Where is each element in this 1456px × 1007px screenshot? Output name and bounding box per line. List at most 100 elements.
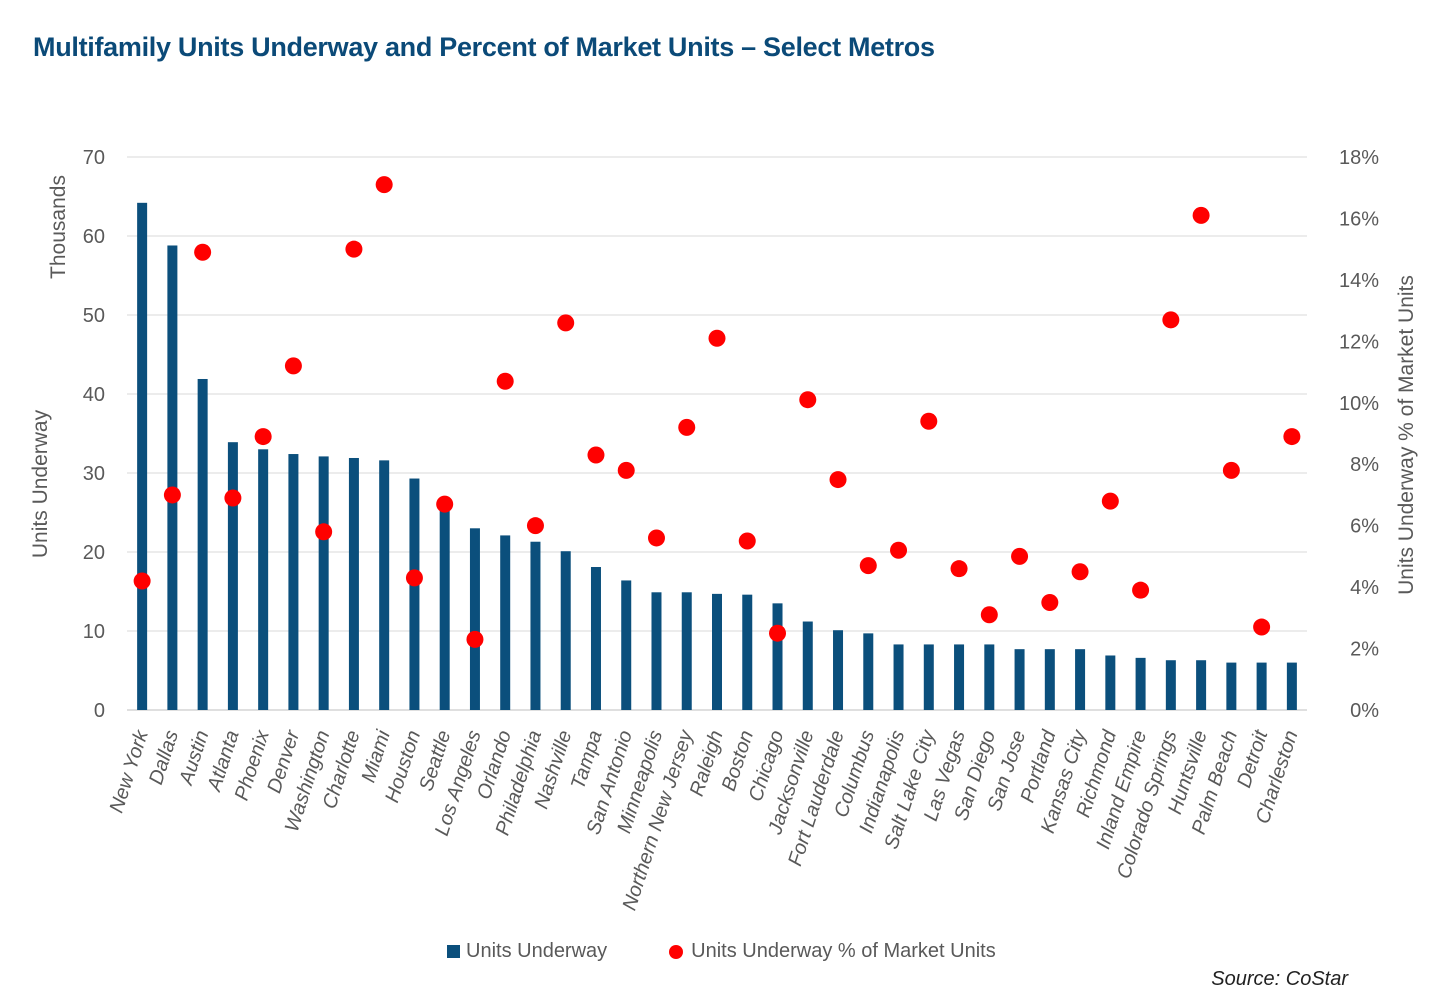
right-tick-label: 6% [1350, 516, 1379, 538]
data-point [678, 418, 696, 436]
data-point [1071, 563, 1089, 581]
left-tick-label: 10 [83, 621, 105, 643]
bar [1044, 649, 1055, 710]
right-tick-label: 8% [1350, 454, 1379, 476]
bar [742, 594, 753, 710]
right-tick-label: 2% [1350, 639, 1379, 661]
bar [1226, 662, 1237, 710]
left-tick-label: 0 [94, 700, 105, 722]
data-point [315, 523, 333, 541]
data-point [194, 243, 212, 261]
bar [923, 644, 934, 710]
left-tick-label: 30 [83, 463, 105, 485]
data-point [647, 529, 665, 547]
right-tick-label: 18% [1339, 147, 1379, 169]
bar [167, 245, 178, 711]
data-point [466, 630, 484, 648]
chart-title: Multifamily Units Underway and Percent o… [33, 32, 935, 62]
data-point [1132, 581, 1150, 599]
data-point [375, 176, 393, 194]
right-axis-ticks: 0% 2% 4% 6% 8% 10% 12% 14% 16% 18% [1339, 147, 1379, 722]
data-point [738, 532, 756, 550]
x-axis-labels: New YorkDallasAustinAtlantaPhoenixDenver… [106, 726, 1303, 913]
bar [1196, 660, 1207, 710]
data-point [496, 372, 514, 390]
data-point [405, 569, 423, 587]
data-point [557, 314, 575, 332]
bar [984, 644, 995, 710]
data-point [1192, 206, 1210, 224]
bar [863, 633, 874, 710]
bar [1165, 660, 1176, 710]
left-tick-label: 20 [83, 542, 105, 564]
bar [1256, 662, 1267, 710]
legend-bar-swatch [447, 945, 460, 958]
x-tick-label: New York [106, 727, 154, 816]
bar [379, 460, 390, 710]
data-point [859, 557, 877, 575]
data-point [1283, 428, 1301, 446]
bar [651, 592, 662, 710]
right-tick-label: 12% [1339, 331, 1379, 353]
data-point [436, 495, 454, 513]
bar [681, 592, 692, 710]
data-point [617, 461, 635, 479]
bar [772, 603, 783, 710]
bar [137, 202, 148, 710]
data-point [799, 391, 817, 409]
right-tick-label: 14% [1339, 270, 1379, 292]
bar [227, 442, 238, 710]
right-tick-label: 10% [1339, 393, 1379, 415]
data-point [224, 489, 242, 507]
bar [500, 535, 511, 710]
data-point [920, 412, 938, 430]
data-point [980, 606, 998, 624]
legend-dot-swatch [669, 944, 684, 959]
bar [1014, 649, 1025, 710]
data-point [526, 517, 544, 535]
bar [288, 454, 299, 710]
data-point [345, 240, 363, 258]
bar [833, 630, 844, 710]
data-point [1041, 593, 1059, 611]
bar [954, 644, 965, 710]
left-tick-label: 70 [83, 147, 105, 169]
left-tick-label: 60 [83, 226, 105, 248]
bar [469, 528, 480, 710]
legend-bar-label: Units Underway [466, 940, 608, 962]
bar [1286, 662, 1297, 710]
source-note: Source: CoStar [1211, 968, 1348, 990]
dot-series [133, 176, 1301, 648]
left-tick-label: 40 [83, 384, 105, 406]
bar [197, 378, 208, 710]
bar [893, 644, 904, 710]
data-point [769, 624, 787, 642]
bar [1075, 649, 1086, 710]
data-point [284, 357, 302, 375]
data-point [133, 572, 151, 590]
bar [802, 621, 813, 710]
bar [1135, 657, 1146, 710]
left-tick-label: 50 [83, 305, 105, 327]
data-point [890, 541, 908, 559]
bar [318, 456, 329, 710]
data-point [950, 560, 968, 578]
bar [590, 567, 601, 710]
bar-series [137, 202, 1297, 711]
data-point [829, 471, 847, 489]
right-axis-title: Units Underway % of Market Units [1395, 275, 1418, 595]
left-axis-unit-label: Thousands [47, 175, 70, 279]
bar [530, 541, 541, 710]
legend: Units Underway Units Underway % of Marke… [447, 940, 996, 963]
right-tick-label: 16% [1339, 208, 1379, 230]
bar [439, 510, 450, 710]
data-point [163, 486, 181, 504]
left-axis-ticks: 0 10 20 30 40 50 60 70 [83, 147, 105, 722]
data-point [1162, 311, 1180, 329]
bar [409, 478, 420, 710]
bar [348, 457, 359, 710]
bar [258, 449, 269, 710]
data-point [1101, 492, 1119, 510]
left-axis-title: Units Underway [29, 409, 52, 558]
